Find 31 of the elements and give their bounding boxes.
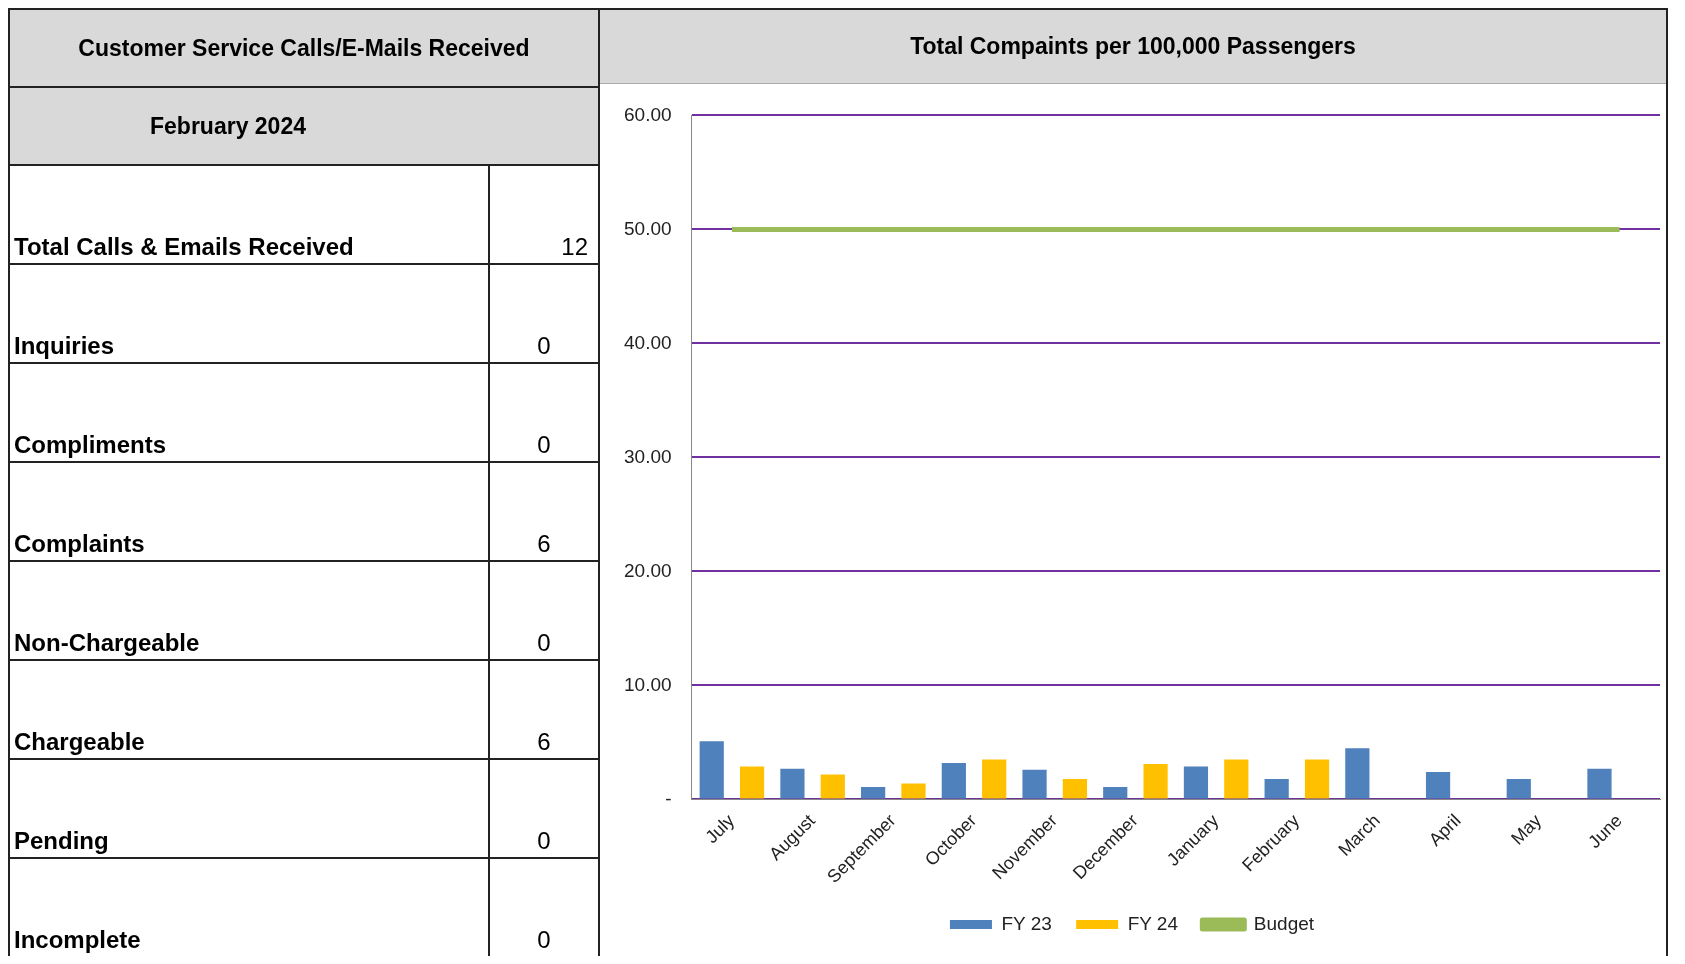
text: February 2024: [10, 88, 598, 166]
data-label: 6: [488, 661, 598, 758]
category-label: Total Calls & Emails Received: [13, 232, 355, 262]
category-label: Pending: [13, 826, 110, 856]
category-label: Incomplete: [13, 925, 142, 955]
y-tick-label: 10.00: [624, 673, 672, 695]
data-label: 12: [488, 166, 598, 263]
y-tick-label: 60.00: [624, 103, 672, 125]
chart-title: Total Compaints per 100,000 Passengers: [600, 8, 1666, 84]
category-label: Non-Chargeable: [13, 628, 201, 658]
x-tick-label: May: [1507, 810, 1546, 849]
x-tick-label: July: [701, 810, 739, 848]
legend-label: FY 24: [1127, 912, 1179, 934]
data-label: 0: [488, 859, 598, 956]
legend-label: Budget: [1253, 912, 1315, 934]
data-label: 0: [488, 364, 598, 461]
category-label: Compliments: [13, 430, 167, 460]
data-label: 0: [488, 265, 598, 362]
category-label: Complaints: [13, 529, 146, 559]
y-tick-label: -: [665, 787, 672, 809]
y-tick-label: 30.00: [624, 445, 672, 467]
y-tick-label: 40.00: [624, 331, 672, 353]
text: Customer Service Calls/E-Mails Received: [10, 8, 598, 88]
data-label: 0: [488, 562, 598, 659]
category-label: Inquiries: [13, 331, 116, 361]
y-tick-label: 20.00: [624, 559, 672, 581]
category-label: Chargeable: [13, 727, 146, 757]
y-tick-label: 50.00: [624, 217, 672, 239]
data-label: 6: [488, 463, 598, 560]
data-label: 0: [488, 760, 598, 857]
legend-label: FY 23: [1001, 912, 1052, 934]
